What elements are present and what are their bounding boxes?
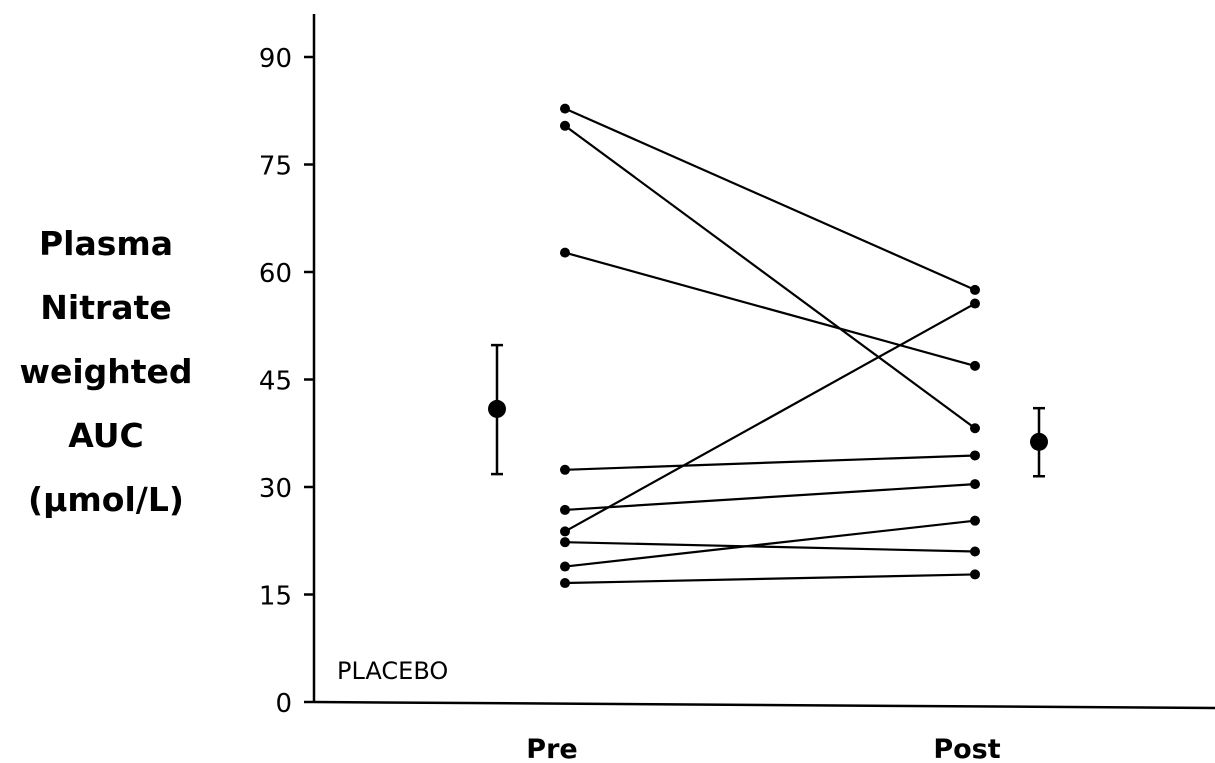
post-point (970, 546, 980, 557)
post-point (970, 360, 980, 371)
pre-point (560, 464, 570, 475)
y-axis-label-line: (μmol/L) (28, 480, 184, 519)
x-category-labels: Pre Post (526, 734, 1000, 763)
y-tick-label: 75 (259, 152, 292, 182)
y-axis-label-line: AUC (68, 416, 144, 455)
pre-point (560, 504, 570, 515)
post-point (970, 298, 980, 309)
y-axis-label: Plasma Nitrate weighted AUC (μmol/L) (0, 212, 212, 532)
y-tick-label: 0 (275, 689, 292, 719)
summary-markers (488, 343, 1048, 478)
y-axis-label-line: weighted (19, 352, 193, 391)
y-tick-label: 45 (259, 367, 292, 397)
post-point (970, 284, 980, 295)
pre-point (560, 526, 570, 537)
subject-lines (560, 103, 980, 589)
pre-point (560, 103, 570, 114)
subject-line (564, 251, 976, 367)
pre-point (560, 247, 570, 258)
y-axis-label-line: Nitrate (40, 288, 172, 327)
post-point (970, 423, 980, 434)
y-axis-label-line: Plasma (38, 224, 174, 263)
pre-point (560, 537, 570, 548)
post-point (970, 479, 980, 490)
y-tick-label: 15 (259, 582, 292, 612)
x-category-label: Post (933, 734, 1000, 763)
subject-line (564, 124, 976, 430)
y-tick-label: 30 (259, 474, 292, 504)
subject-line (564, 302, 976, 533)
post-point (970, 515, 980, 526)
subject-line (564, 107, 976, 291)
subject-line (564, 454, 976, 471)
x-category-label: Pre (526, 734, 577, 763)
subject-line (564, 541, 976, 553)
post-point (970, 569, 980, 580)
pre-point (560, 578, 570, 589)
pre-point (560, 561, 570, 572)
mean-marker (488, 399, 506, 418)
subject-line (564, 519, 976, 568)
y-tick-label: 90 (259, 44, 292, 74)
subject-line (564, 483, 976, 512)
subject-line (564, 573, 976, 585)
y-tick-label: 60 (259, 259, 292, 289)
placebo-annotation: PLACEBO (337, 657, 448, 685)
y-ticks: 0 15 30 45 60 75 90 (259, 44, 314, 719)
mean-marker (1030, 432, 1048, 451)
post-point (970, 450, 980, 461)
x-axis-line (313, 700, 1215, 710)
pre-point (560, 120, 570, 131)
